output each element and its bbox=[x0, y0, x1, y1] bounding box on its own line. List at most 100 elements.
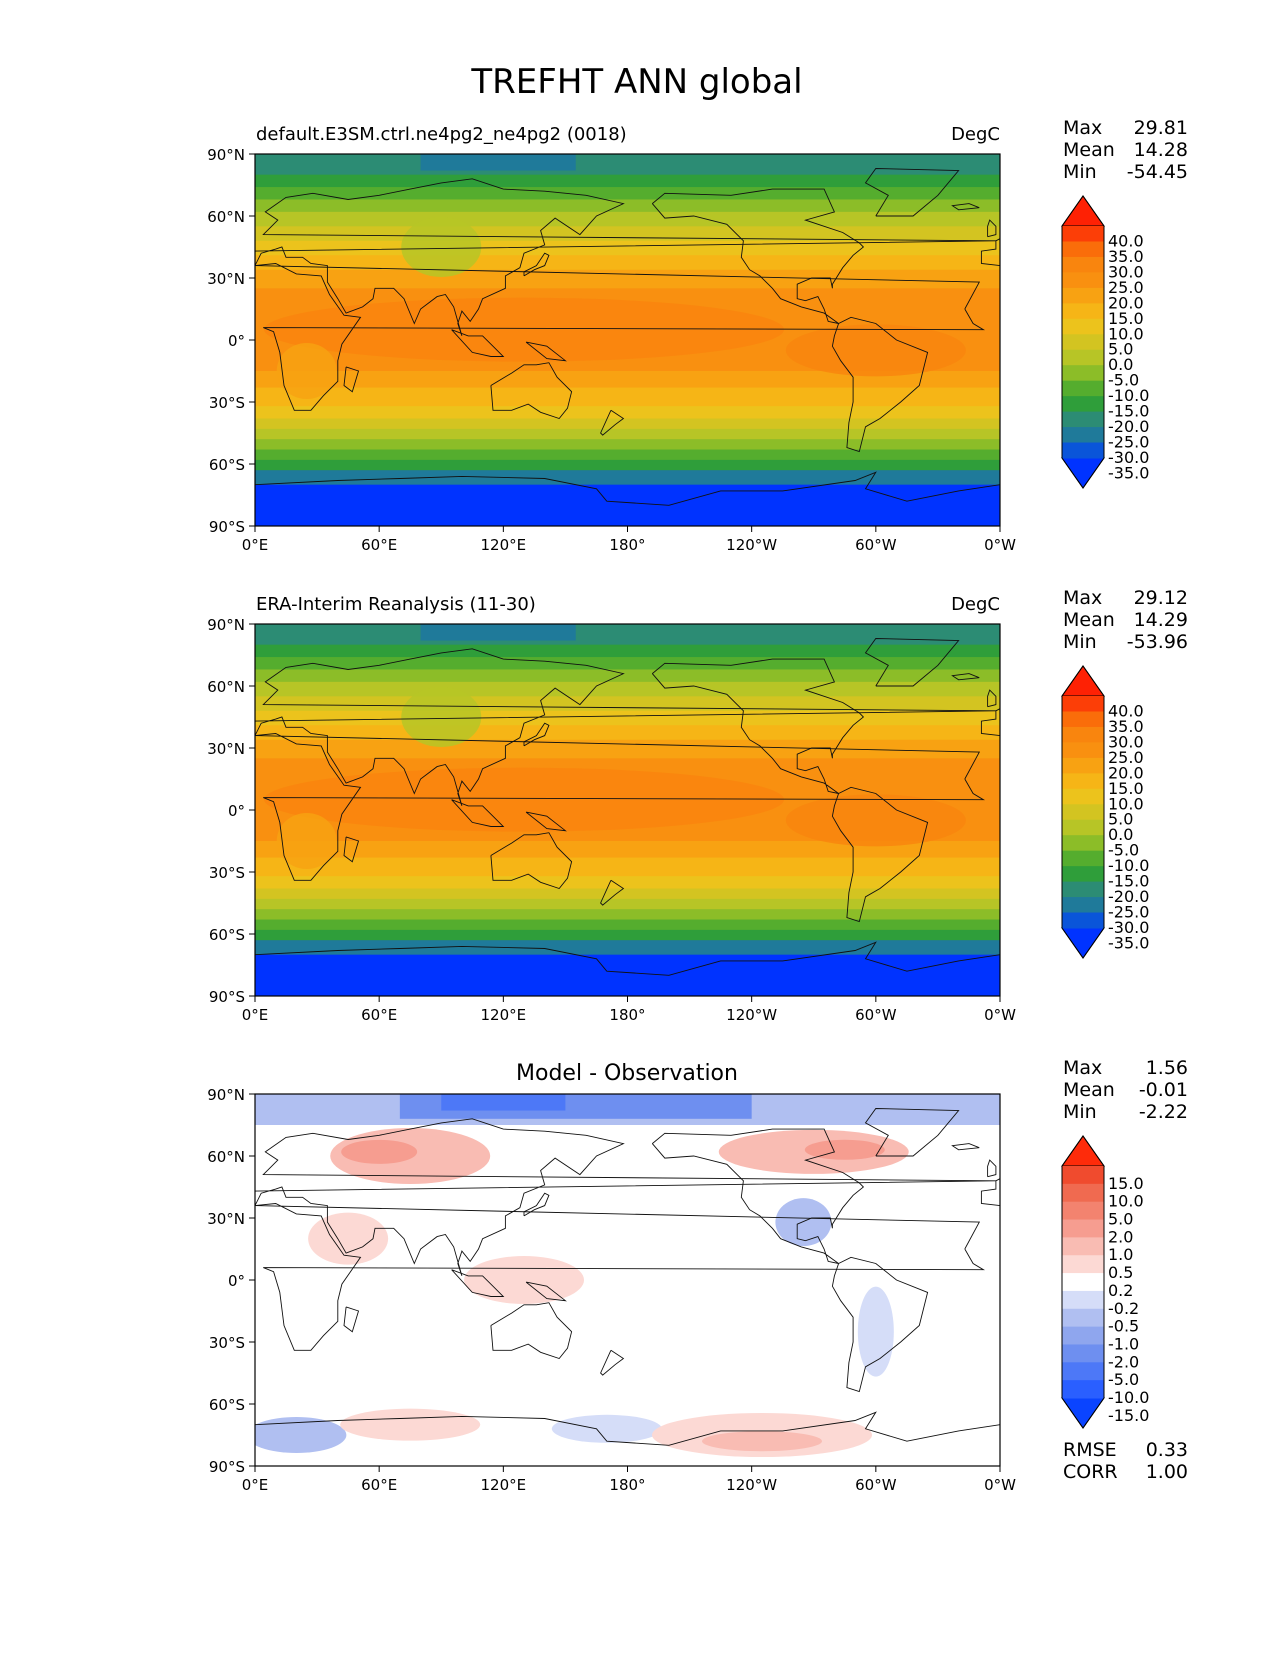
coastline-path bbox=[980, 708, 1000, 737]
coastline-path bbox=[523, 252, 550, 277]
colorbar-tick-label: 40.0 bbox=[1108, 231, 1144, 250]
colorbar-tick-label: -0.2 bbox=[1108, 1299, 1139, 1318]
map-field bbox=[255, 154, 1000, 526]
coastline-path bbox=[255, 178, 996, 337]
lon-tick-label: 0°W bbox=[984, 1476, 1016, 1494]
colorbar: 15.010.05.02.01.00.50.2-0.2-0.5-1.0-2.0-… bbox=[1061, 1135, 1149, 1429]
colorbar-tick-label: 5.0 bbox=[1108, 340, 1133, 359]
coastline-path bbox=[864, 638, 960, 687]
panel-units: DegC bbox=[951, 594, 1000, 615]
stat-value: -0.01 bbox=[1139, 1079, 1188, 1101]
colorbar-tick-label: -0.5 bbox=[1108, 1317, 1139, 1336]
colorbar-tick-label: 35.0 bbox=[1108, 247, 1144, 266]
stat-label: Mean bbox=[1063, 609, 1115, 631]
stat-label: Max bbox=[1063, 117, 1102, 139]
stats-block: Max 29.81 Mean 14.28 Min -54.45 bbox=[1063, 117, 1188, 183]
lon-tick-label: 120°E bbox=[481, 536, 527, 554]
colorbar-tick-label: -2.0 bbox=[1108, 1352, 1139, 1371]
colorbar-tick-label: -10.0 bbox=[1108, 856, 1149, 875]
colorbar-tick-label: -1.0 bbox=[1108, 1334, 1139, 1353]
colorbar-tick-label: 15.0 bbox=[1108, 1174, 1144, 1193]
coastline-path bbox=[651, 188, 865, 324]
coastline-path bbox=[255, 1411, 1000, 1446]
lat-tick-label: 30°N bbox=[207, 740, 245, 758]
coastline-path bbox=[600, 879, 625, 906]
stat-value: 1.56 bbox=[1146, 1057, 1188, 1079]
coastline-path bbox=[951, 673, 980, 681]
stat-label: Max bbox=[1063, 587, 1102, 609]
lon-tick-label: 60°E bbox=[361, 1476, 397, 1494]
coastline-path bbox=[255, 733, 986, 881]
lat-tick-label: 90°S bbox=[209, 1458, 245, 1476]
coastlines bbox=[255, 1108, 1000, 1446]
colorbar-tick-label: 20.0 bbox=[1108, 293, 1144, 312]
coastline-path bbox=[831, 1256, 929, 1393]
coastline-path bbox=[255, 263, 986, 411]
coastline-path bbox=[343, 366, 360, 393]
lat-tick-label: 30°S bbox=[209, 864, 245, 882]
colorbar-tick-label: -25.0 bbox=[1108, 903, 1149, 922]
colorbar-tick-label: -25.0 bbox=[1108, 433, 1149, 452]
footer-stats: RMSE 0.33 CORR 1.00 bbox=[1063, 1439, 1188, 1483]
coastline-path bbox=[525, 341, 567, 362]
colorbar-tick-label: -15.0 bbox=[1108, 872, 1149, 891]
lon-tick-labels: 0°E 60°E 120°E 180° 120°W 60°W 0°W bbox=[242, 996, 1016, 1024]
lon-tick-label: 0°E bbox=[242, 1476, 269, 1494]
panel-title-left: default.E3SM.ctrl.ne4pg2_ne4pg2 (0018) bbox=[256, 124, 627, 145]
stat-label: Min bbox=[1063, 1101, 1097, 1123]
colorbar-tick-label: 35.0 bbox=[1108, 717, 1144, 736]
coastline-path bbox=[987, 219, 997, 238]
coastline-path bbox=[490, 1302, 573, 1360]
coastline-path bbox=[980, 1178, 1000, 1207]
stat-value: 29.81 bbox=[1134, 117, 1188, 139]
lon-tick-label: 0°E bbox=[242, 536, 269, 554]
colorbar-tick-label: 25.0 bbox=[1108, 748, 1144, 767]
colorbar-tick-label: 0.2 bbox=[1108, 1281, 1133, 1300]
lat-tick-label: 30°N bbox=[207, 1210, 245, 1228]
lon-tick-label: 120°W bbox=[726, 536, 777, 554]
lon-tick-label: 60°W bbox=[855, 1476, 897, 1494]
stat-label: Mean bbox=[1063, 1079, 1115, 1101]
lon-tick-label: 60°E bbox=[361, 536, 397, 554]
stat-value: 1.00 bbox=[1146, 1461, 1188, 1483]
colorbar-tick-label: -15.0 bbox=[1108, 402, 1149, 421]
coastline-path bbox=[600, 409, 625, 436]
coastline-path bbox=[951, 1143, 980, 1151]
lat-tick-label: 90°N bbox=[207, 616, 245, 634]
colorbar-tick-label: 10.0 bbox=[1108, 1192, 1144, 1211]
colorbar-tick-label: 0.5 bbox=[1108, 1263, 1133, 1282]
lat-tick-label: 60°S bbox=[209, 456, 245, 474]
lon-tick-labels: 0°E 60°E 120°E 180° 120°W 60°W 0°W bbox=[242, 1466, 1016, 1494]
lat-tick-labels: 90°N 60°N 30°N 0° 30°S 60°S 90°S bbox=[207, 146, 255, 536]
lon-tick-label: 120°E bbox=[481, 1476, 527, 1494]
stat-label: Min bbox=[1063, 161, 1097, 183]
coastline-path bbox=[343, 1306, 360, 1333]
stats-block: Max 29.12 Mean 14.29 Min -53.96 bbox=[1063, 587, 1188, 653]
lat-tick-label: 90°S bbox=[209, 518, 245, 536]
colorbar-tick-label: 15.0 bbox=[1108, 309, 1144, 328]
colorbar-tick-label: 20.0 bbox=[1108, 763, 1144, 782]
lat-tick-label: 30°S bbox=[209, 394, 245, 412]
panel-title-center: Model - Observation bbox=[516, 1061, 738, 1086]
colorbar-tick-label: 10.0 bbox=[1108, 324, 1144, 343]
stat-label: CORR bbox=[1063, 1461, 1118, 1483]
colorbar-tick-label: -35.0 bbox=[1108, 463, 1149, 482]
panel-difference: Model - Observation 90°N 60°N 30°N 0° 30°S 60… bbox=[207, 1057, 1188, 1494]
colorbar-tick-label: -10.0 bbox=[1108, 386, 1149, 405]
lon-tick-label: 120°W bbox=[726, 1476, 777, 1494]
coastline-path bbox=[451, 1269, 505, 1297]
coastline-path bbox=[343, 836, 360, 863]
colorbar-tick-label: -5.0 bbox=[1108, 371, 1139, 390]
lon-tick-label: 120°W bbox=[726, 1006, 777, 1024]
colorbar-tick-label: 2.0 bbox=[1108, 1227, 1133, 1246]
lat-tick-label: 60°N bbox=[207, 1148, 245, 1166]
stat-value: 14.29 bbox=[1134, 609, 1188, 631]
coastline-path bbox=[651, 658, 865, 794]
stats-block: Max 1.56 Mean -0.01 Min -2.22 bbox=[1063, 1057, 1188, 1123]
stat-value: 29.12 bbox=[1134, 587, 1188, 609]
stat-value: -54.45 bbox=[1127, 161, 1188, 183]
coastline-path bbox=[451, 329, 505, 357]
colorbar-tick-label: -5.0 bbox=[1108, 1370, 1139, 1389]
coastline-path bbox=[651, 1128, 865, 1264]
